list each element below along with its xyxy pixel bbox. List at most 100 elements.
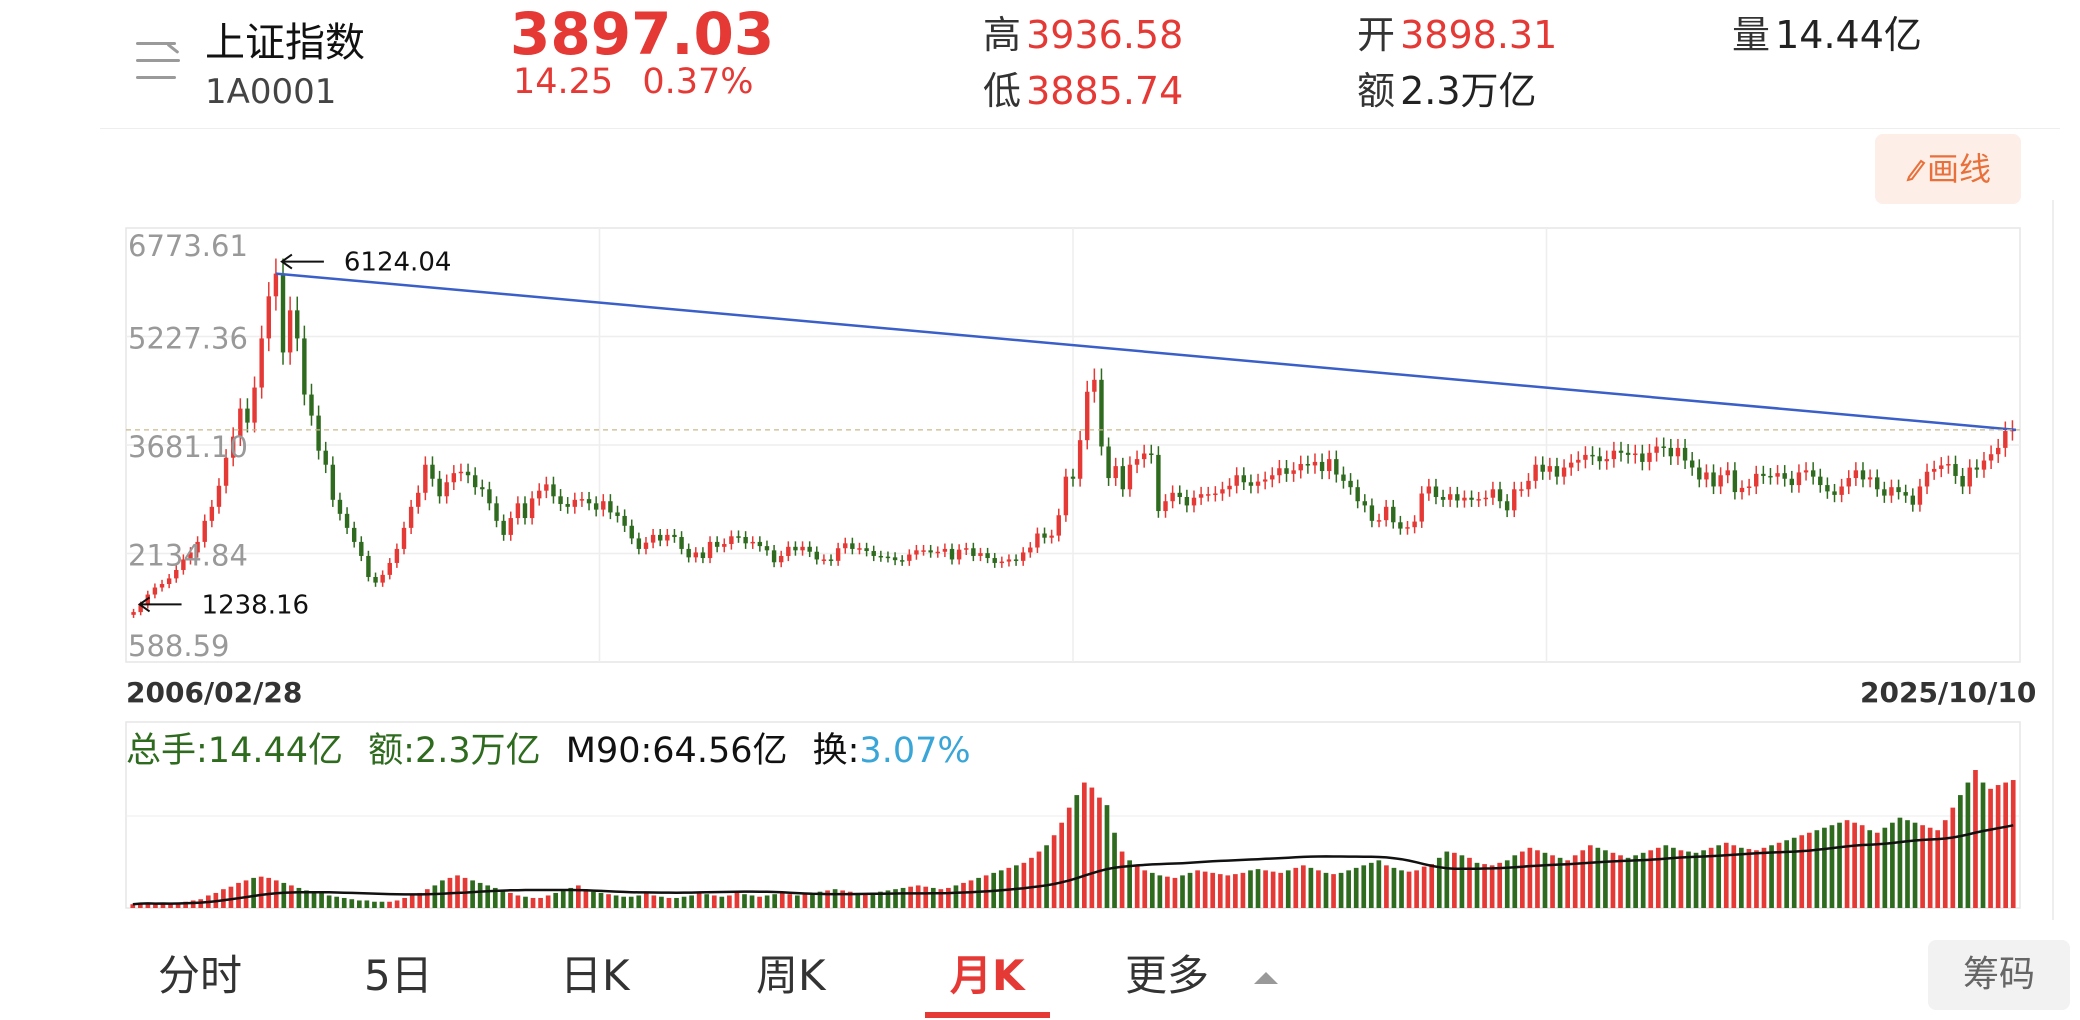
- ma-value: 64.56亿: [652, 731, 788, 771]
- candle-up: [1277, 468, 1282, 476]
- ma-label: M90:: [565, 731, 653, 771]
- candle-down: [850, 543, 855, 549]
- kline-chart[interactable]: 6124.04 1238.16 6773.61 5227.36 3681.10 2134…: [0, 0, 2080, 930]
- candle-down: [1120, 466, 1126, 490]
- tab-monthly-k[interactable]: 月K: [950, 951, 1025, 1000]
- candle-up: [1533, 464, 1538, 481]
- price-change: 14.25 0.37%: [513, 62, 754, 102]
- chip-distribution-button[interactable]: 筹码: [1928, 940, 2070, 1010]
- volume-bar-down: [1890, 822, 1895, 908]
- candle-down: [622, 515, 627, 526]
- candle-up: [1654, 446, 1659, 453]
- volume-bar-down: [1980, 782, 1986, 908]
- candle-up: [223, 457, 229, 486]
- vol-amount-value: 2.3万亿: [414, 731, 541, 771]
- volume-bar-up: [1467, 857, 1472, 908]
- volume-bar-down: [1248, 870, 1253, 908]
- volume-bar-up: [1097, 797, 1102, 908]
- candle-up: [1568, 462, 1574, 468]
- candle-down: [1682, 447, 1688, 461]
- candle-up: [1092, 379, 1097, 392]
- candle-up: [1312, 461, 1318, 466]
- candle-down: [430, 464, 435, 479]
- open-value: 3898.31: [1400, 13, 1558, 57]
- candle-up: [821, 559, 827, 561]
- volume-bar-up: [1731, 845, 1737, 908]
- volume-bar-up: [1746, 849, 1752, 908]
- volume-bar-down: [1912, 822, 1918, 908]
- candle-up: [238, 408, 243, 437]
- x-end-label: 2025/10/10: [1860, 676, 2037, 709]
- volume-bar-down: [1074, 795, 1080, 908]
- y-tick-label: 3681.10: [128, 430, 248, 464]
- y-tick-label: 588.59: [128, 629, 229, 663]
- volume-bar-down: [251, 877, 256, 908]
- candle-up: [778, 555, 784, 563]
- right-edge-panel: [2052, 200, 2080, 920]
- volume-bar-up: [1414, 870, 1419, 908]
- candle-up: [1376, 520, 1382, 522]
- volume-bar-down: [1837, 822, 1842, 908]
- draw-line-button[interactable]: 画线: [1875, 134, 2021, 204]
- menu-icon[interactable]: [134, 40, 182, 82]
- candle-down: [672, 534, 677, 537]
- volume-bar-up: [946, 887, 951, 908]
- candle-down: [985, 553, 990, 559]
- candle-up: [1127, 464, 1133, 490]
- candle-up: [693, 552, 699, 558]
- candle-down: [1896, 487, 1901, 493]
- candle-down: [280, 273, 286, 353]
- candle-up: [408, 506, 414, 528]
- volume-ma-line: [132, 824, 2014, 906]
- volume-bar-up: [424, 889, 430, 908]
- volume-bar-down: [810, 892, 815, 908]
- volume-bar-up: [1844, 820, 1850, 908]
- amount-stat: 额 2.3万亿: [1357, 60, 1537, 115]
- volume-bar-up: [1233, 874, 1238, 908]
- candle-up: [1063, 476, 1069, 516]
- candle-up: [1198, 494, 1204, 498]
- price-grid: [125, 227, 2021, 663]
- x-start-label: 2006/02/28: [126, 676, 303, 709]
- volume-bar-down: [1965, 782, 1971, 908]
- candle-up: [1298, 464, 1303, 471]
- candle-down: [593, 503, 599, 510]
- volume-bar-down: [379, 901, 385, 908]
- volume-bar-up: [1799, 835, 1805, 908]
- tab-intraday[interactable]: 分时: [158, 951, 243, 1000]
- tab-more[interactable]: 更多: [1125, 942, 1280, 1003]
- candle-down: [1697, 467, 1702, 480]
- high-stat: 高 3936.58: [983, 4, 1183, 59]
- tab-weekly-k[interactable]: 周K: [756, 951, 826, 1000]
- candle-down: [1334, 459, 1339, 475]
- tab-5day[interactable]: 5日: [364, 951, 433, 1000]
- candle-up: [1255, 481, 1261, 486]
- volume-bar-up: [1021, 862, 1027, 908]
- trendline: [275, 272, 2017, 432]
- volume-bar-down: [311, 891, 317, 908]
- volume-bar-up: [409, 895, 415, 908]
- candle-down: [1618, 450, 1624, 453]
- candle-up: [1049, 535, 1054, 538]
- volume-bar-up: [915, 885, 921, 908]
- candle-up: [188, 552, 193, 560]
- tab-daily-k[interactable]: 日K: [560, 951, 630, 1000]
- candle-down: [1640, 453, 1645, 462]
- low-value: 3885.74: [1026, 69, 1184, 113]
- volume-bar-up: [1527, 847, 1533, 908]
- volume-bar-up: [1406, 871, 1412, 908]
- volume-bar-down: [1180, 875, 1185, 908]
- candle-up: [956, 549, 962, 560]
- candle-down: [1319, 461, 1325, 472]
- volume-bar-up: [545, 895, 551, 908]
- annotation: 1238.16: [137, 590, 309, 620]
- volume-bar-up: [1300, 865, 1306, 908]
- candle-down: [1042, 533, 1047, 538]
- volume-bar-down: [1701, 850, 1706, 908]
- volume-bar-up: [1421, 866, 1427, 908]
- candle-down: [1184, 497, 1190, 506]
- volume-bar-up: [727, 895, 732, 908]
- candle-down: [551, 484, 556, 497]
- candle-down: [736, 536, 741, 538]
- candle-down: [586, 499, 592, 504]
